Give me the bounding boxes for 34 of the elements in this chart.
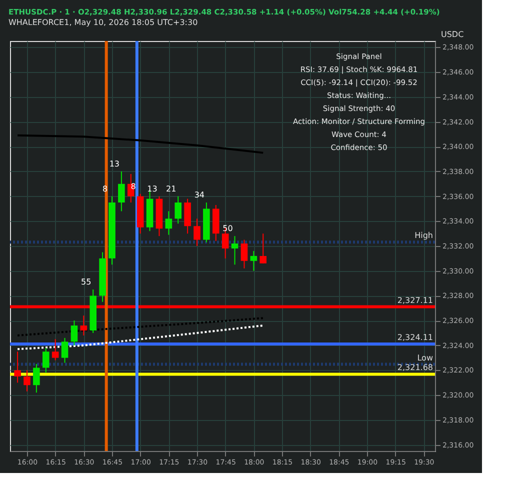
candlestick [165,210,172,236]
candlestick [260,233,267,264]
annotation: 21 [166,184,176,194]
candlestick [250,250,258,272]
candlestick [70,320,78,346]
candlestick [42,347,50,374]
annotation: 13 [109,159,120,168]
candlestick [184,198,191,234]
chart-subtitle: WHALEFORCE1, May 10, 2026 18:05 UTC+3:30 [8,18,198,27]
annotation: 34 [194,190,205,200]
annotation: 13 [147,184,158,194]
line-series [16,134,264,154]
ref-line-label: 2,321.68 [397,363,433,372]
annotation: 55 [81,277,92,286]
candlestick [174,196,182,224]
candlestick [240,239,248,269]
candlestick [14,351,21,384]
ref-line-label: 2,327.11 [397,296,433,305]
ref-line-label: 2,324.11 [397,333,433,342]
ref-line-label: High [414,231,433,240]
candlestick [231,236,238,266]
ref-line-label: Low [417,353,434,362]
candlestick [118,170,125,212]
candlestick [52,338,59,361]
candlestick [61,337,68,364]
text: USDC [441,30,464,39]
annotation: 8 [102,184,108,194]
line-series [16,317,264,336]
candlestick [24,370,30,392]
line-series [16,324,264,350]
candlestick [194,218,200,246]
annotation: 50 [222,224,233,234]
candlestick [33,364,40,394]
candlestick [80,315,88,336]
